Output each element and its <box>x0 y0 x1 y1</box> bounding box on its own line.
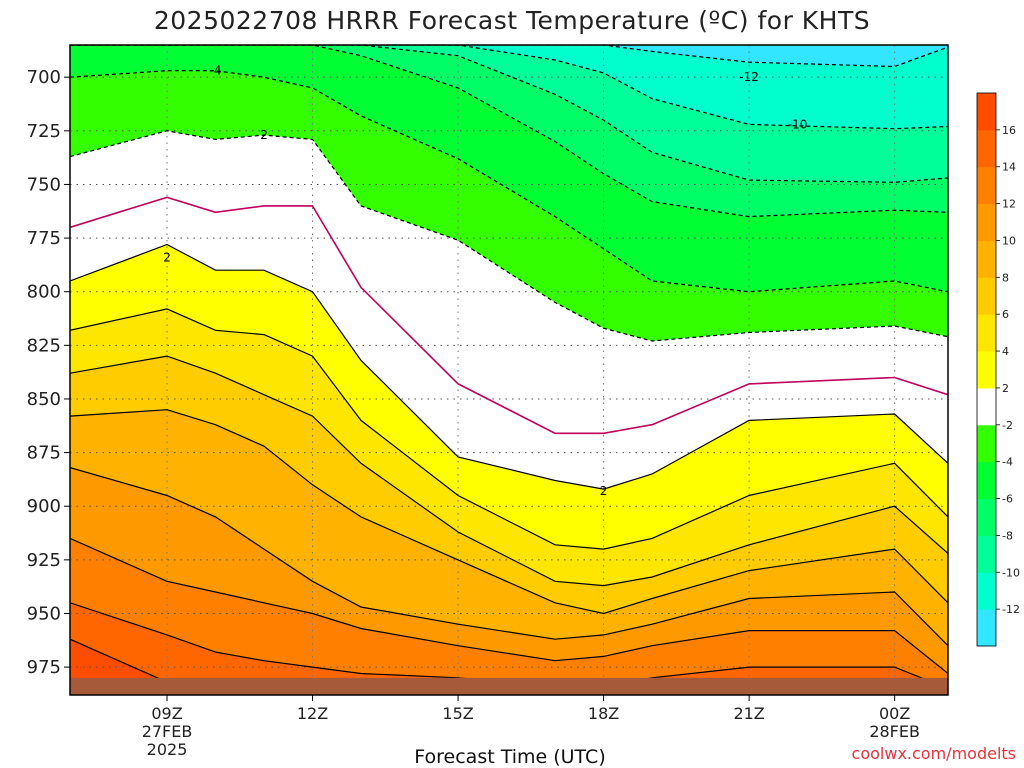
contour-label: -10 <box>788 117 808 131</box>
band-fill <box>70 130 948 434</box>
isotherm-line <box>70 243 948 490</box>
temperature-fill-layer <box>70 45 948 695</box>
colorbar-segment <box>977 387 996 426</box>
x-axis-label: Forecast Time (UTC) <box>414 746 606 768</box>
isotherm-line <box>70 196 948 435</box>
colorbar-segment <box>977 203 996 241</box>
y-tick-label: 750 <box>27 174 61 195</box>
x-tick-label: 21Z <box>733 704 764 723</box>
contour-label: 2 <box>163 250 171 264</box>
colorbar-segment <box>977 240 996 278</box>
colorbar-segment <box>977 461 996 500</box>
y-tick-label: 875 <box>27 443 61 464</box>
colorbar-tick-label: 12 <box>1002 198 1016 211</box>
terrain-layer <box>70 677 948 695</box>
band-fill <box>70 45 948 129</box>
colorbar-tick-label: 8 <box>1002 271 1009 284</box>
colorbar-tick-label: -4 <box>1002 456 1013 469</box>
colorbar-tick-label: 6 <box>1002 308 1009 321</box>
contour-label: 2 <box>260 128 268 142</box>
x-tick-label: 09Z <box>151 704 182 723</box>
isotherm-line <box>70 467 948 647</box>
colorbar-segment <box>977 129 996 168</box>
band-fill <box>70 45 948 183</box>
colorbar-tick-label: 14 <box>1002 161 1016 174</box>
band-fill <box>70 602 948 695</box>
colorbar-tick-label: -12 <box>1002 603 1020 616</box>
colorbar-segment <box>977 572 996 610</box>
colorbar-frame <box>976 92 997 647</box>
x-tick-label: 15Z <box>442 704 473 723</box>
isotherm-line <box>70 537 948 674</box>
colorbar-segment <box>977 351 996 389</box>
band-fill <box>70 244 948 550</box>
y-tick-label: 825 <box>27 335 61 356</box>
colorbar-segment <box>977 166 996 205</box>
y-tick-label: 725 <box>27 121 61 142</box>
colorbar-segment <box>977 535 996 573</box>
y-tick-label: 925 <box>27 550 61 571</box>
chart-title: 2025022708 HRRR Forecast Temperature (ºC… <box>153 6 871 35</box>
band-fill <box>70 70 948 341</box>
isotherm-line <box>70 602 948 690</box>
x-tick-label: 28FEB <box>869 722 920 741</box>
contour-label: -12 <box>739 70 759 84</box>
y-tick-label: 800 <box>27 282 61 303</box>
band-fill <box>70 308 948 586</box>
y-tick-label: 850 <box>27 389 61 410</box>
colorbar-segment <box>977 498 996 536</box>
isotherm-line <box>70 130 948 342</box>
y-tick-label: 775 <box>27 228 61 249</box>
terrain-band <box>70 677 948 695</box>
y-tick-label: 950 <box>27 603 61 624</box>
colorbar-tick-label: 10 <box>1002 234 1016 247</box>
x-tick-label: 00Z <box>879 704 910 723</box>
isotherm-line <box>70 45 948 68</box>
x-tick-label: 27FEB <box>142 722 193 741</box>
source-credit: coolwx.com/modelts <box>851 744 1016 763</box>
isotherm-line <box>70 45 948 183</box>
y-tick-label: 700 <box>27 67 61 88</box>
colorbar-tick-label: 4 <box>1002 345 1009 358</box>
colorbar-segment <box>977 314 996 352</box>
band-fill <box>70 45 948 292</box>
y-tick-label: 975 <box>27 657 61 678</box>
colorbar-tick-label: -2 <box>1002 419 1013 432</box>
colorbar-segment <box>977 424 996 463</box>
x-tick-label: 18Z <box>588 704 619 723</box>
isotherm-line <box>70 70 948 293</box>
isotherm-line <box>70 45 948 218</box>
y-tick-label: 900 <box>27 496 61 517</box>
colorbar-tick-label: 2 <box>1002 382 1009 395</box>
band-fill <box>70 356 948 614</box>
colorbar-segment <box>977 93 996 131</box>
colorbar-tick-label: -8 <box>1002 529 1013 542</box>
colorbar-tick-label: 16 <box>1002 124 1016 137</box>
isotherm-line <box>70 409 948 615</box>
colorbar-tick-label: -6 <box>1002 493 1013 506</box>
x-tick-label: 2025 <box>147 740 188 759</box>
y-axis: 700 725 750 775 800 825 850 875 900 925 950 975 <box>27 67 70 678</box>
band-fill <box>70 197 948 490</box>
colorbar-segment <box>977 609 996 647</box>
band-fill <box>70 409 948 646</box>
colorbar-tick-label: -10 <box>1002 566 1020 579</box>
contour-label: -4 <box>210 64 222 78</box>
band-fill <box>70 45 948 217</box>
colorbar: -12 -10 -8 -6 -4 -2 2 4 6 8 10 12 14 16 <box>976 92 1020 647</box>
colorbar-segment <box>977 277 996 315</box>
plot-frame <box>69 44 949 696</box>
isotherm-line <box>70 308 948 550</box>
grid-layer <box>70 45 948 695</box>
band-fill <box>70 467 948 674</box>
band-fill <box>70 538 948 689</box>
contour-label-layer: -12 -10 -4 2 2 2 <box>163 64 808 498</box>
isotherm-line <box>70 355 948 587</box>
contour-label: 2 <box>600 484 608 498</box>
x-tick-label: 12Z <box>297 704 328 723</box>
